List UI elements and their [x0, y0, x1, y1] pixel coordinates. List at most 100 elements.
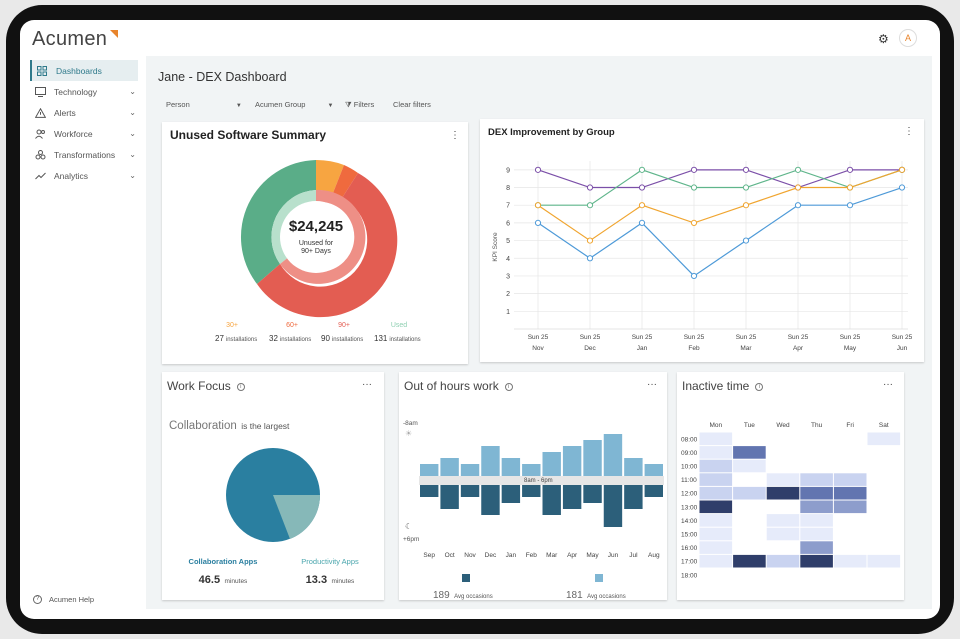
sidebar-item-label: Dashboards [56, 65, 102, 76]
day-label: Wed [776, 422, 790, 429]
heatmap-cell [800, 554, 833, 568]
y-tick-label: 4 [506, 256, 510, 263]
more-options-icon[interactable]: ··· [647, 379, 657, 390]
sidebar: Dashboards Technology ⌄ Alerts ⌄ Workfor… [30, 60, 138, 186]
filters-button[interactable]: ⧩ Filters [345, 100, 374, 110]
legend-used-label: Used [390, 322, 408, 329]
x-tick-label: Aug [648, 552, 660, 559]
x-tick-label: Sun 25 [892, 334, 913, 341]
sidebar-item-alerts[interactable]: Alerts ⌄ [30, 102, 138, 123]
dex-improvement-title: DEX Improvement by Group [488, 127, 615, 138]
x-tick-label: Sun 25 [528, 334, 549, 341]
series-point [586, 202, 594, 209]
bar-after-6pm [542, 485, 561, 515]
bar-after-6pm [562, 485, 582, 509]
clear-filters-button[interactable]: Clear filters [393, 100, 431, 109]
bar-after-6pm [481, 485, 500, 515]
unused-subtitle-line1: Unused for [298, 240, 334, 247]
info-icon[interactable]: i [755, 382, 764, 391]
y-tick-label: 2 [506, 291, 510, 298]
heatmap-cell [766, 473, 800, 486]
help-link[interactable]: ? Acumen Help [33, 595, 94, 604]
heatmap-cell [699, 446, 733, 459]
sidebar-item-workforce[interactable]: Workforce ⌄ [30, 123, 138, 144]
more-options-icon[interactable]: ⋮ [450, 130, 460, 141]
gear-icon[interactable]: ⚙ [878, 32, 889, 46]
heatmap-cell [699, 541, 733, 554]
y-tick-label: 3 [506, 273, 510, 280]
x-tick-label: Jul [629, 552, 638, 559]
after-6pm-label: +6pm [403, 536, 420, 543]
heatmap-cell [699, 486, 733, 500]
heatmap-cell [833, 486, 867, 500]
legend-before-swatch [595, 574, 603, 582]
donut-outer-used [240, 160, 316, 284]
y-tick-label: 6 [506, 220, 510, 227]
x-tick-label: Sun 25 [580, 334, 601, 341]
sidebar-item-label: Analytics [54, 170, 89, 181]
work-hours-band [419, 476, 664, 485]
sidebar-item-label: Transformations [54, 149, 116, 160]
out-of-hours-card: Out of hours work i ··· Sep Oct Nov Dec Jan Fe… [399, 372, 667, 601]
series-point [586, 184, 594, 191]
series-point [638, 202, 646, 209]
x-tick-label: May [844, 345, 857, 352]
before-8am-label: -8am [403, 420, 418, 427]
heatmap-cell [699, 527, 733, 541]
series-point [534, 219, 542, 226]
bar-before-8am [440, 458, 459, 476]
bar-before-8am [583, 440, 602, 476]
series-point [690, 166, 698, 173]
day-label: Tue [744, 422, 755, 429]
bar-after-6pm [603, 485, 623, 527]
bar-before-8am [481, 446, 500, 476]
dashboard-grid-icon [36, 65, 48, 77]
bar-after-6pm [522, 485, 541, 497]
heatmap-cell [800, 486, 833, 500]
hour-label: 15:00 [681, 532, 698, 539]
hour-label: 16:00 [681, 545, 698, 552]
more-options-icon[interactable]: ··· [362, 379, 372, 390]
unused-software-card: Unused Software Summary ⋮ $24,245 Unused… [162, 122, 468, 364]
y-axis-label: KPI Score [492, 232, 499, 262]
bar-before-8am [624, 458, 643, 476]
bar-before-8am [542, 452, 561, 476]
work-focus-pie [226, 448, 321, 542]
heatmap-cell [800, 527, 833, 541]
avatar[interactable]: A [899, 29, 917, 47]
series-point [794, 166, 802, 173]
x-tick-label: Feb [526, 552, 538, 559]
info-icon[interactable]: i [504, 382, 513, 391]
bar-before-8am [460, 464, 480, 476]
x-tick-label: Dec [584, 345, 596, 352]
out-of-hours-bar-chart: Sep Oct Nov Dec Jan Feb Mar Apr May Jun Jul Aug [419, 434, 664, 559]
bar-before-8am [420, 464, 439, 476]
group-filter[interactable]: Acumen Group ▼ [255, 100, 334, 109]
hour-label: 14:00 [681, 518, 698, 525]
acumen-logo[interactable]: Acumen [32, 28, 108, 50]
person-filter[interactable]: Person ▼ [166, 100, 242, 109]
x-tick-label: Sun 25 [788, 334, 809, 341]
heatmap-cell [800, 514, 833, 527]
donut-center [280, 201, 352, 273]
chevron-down-icon: ⌄ [129, 129, 136, 138]
clear-filters-label: Clear filters [393, 100, 431, 109]
sidebar-item-analytics[interactable]: Analytics ⌄ [30, 165, 138, 186]
sidebar-item-transformations[interactable]: Transformations ⌄ [30, 144, 138, 165]
bar-after-6pm [624, 485, 643, 509]
sidebar-item-technology[interactable]: Technology ⌄ [30, 81, 138, 102]
x-tick-label: Mar [546, 552, 558, 559]
series-point [690, 184, 698, 191]
legend-after-swatch [462, 574, 470, 582]
sidebar-item-dashboards[interactable]: Dashboards [30, 60, 138, 81]
legend-90-count: 90 installations [321, 334, 364, 343]
x-tick-label: Feb [688, 345, 700, 352]
info-icon[interactable]: i [236, 382, 245, 391]
more-options-icon[interactable]: ⋮ [904, 126, 914, 137]
hour-label: 12:00 [681, 491, 698, 498]
y-tick-label: 5 [506, 238, 510, 245]
more-options-icon[interactable]: ··· [883, 379, 893, 390]
donut-outer-90 [257, 173, 398, 318]
dex-line-chart: 1 2 3 4 5 6 7 8 9 KPI Score Sun 25 Nov Sun 25 Dec Sun … [492, 161, 913, 352]
inactive-time-card: Inactive time i ··· Mon Tue Wed Thu Fri Sat 08:… [677, 372, 904, 600]
